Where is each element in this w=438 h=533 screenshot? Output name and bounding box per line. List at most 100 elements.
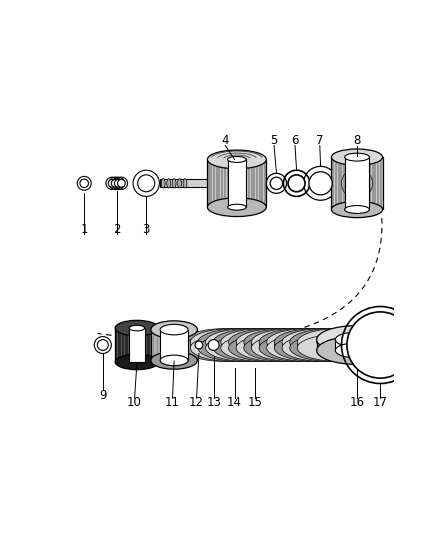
Bar — [213, 342, 298, 348]
Ellipse shape — [271, 335, 317, 350]
Text: 1: 1 — [81, 223, 88, 236]
Ellipse shape — [225, 335, 272, 350]
Ellipse shape — [244, 328, 329, 356]
Ellipse shape — [177, 179, 181, 188]
Ellipse shape — [317, 336, 397, 365]
Ellipse shape — [183, 179, 187, 188]
Bar — [240, 342, 287, 348]
Bar — [115, 328, 159, 362]
Ellipse shape — [255, 335, 302, 350]
Bar — [309, 342, 356, 348]
Ellipse shape — [213, 334, 298, 361]
Circle shape — [309, 172, 332, 195]
Text: 10: 10 — [127, 396, 142, 409]
Bar — [129, 328, 145, 362]
Bar — [205, 342, 291, 348]
Ellipse shape — [317, 335, 363, 350]
Bar — [251, 342, 337, 348]
Circle shape — [270, 177, 283, 189]
Bar — [198, 342, 283, 348]
Bar — [160, 329, 188, 360]
Bar — [336, 340, 379, 350]
Bar — [282, 342, 367, 348]
Ellipse shape — [161, 179, 165, 188]
Ellipse shape — [259, 328, 344, 356]
Ellipse shape — [282, 334, 367, 361]
Ellipse shape — [267, 334, 352, 361]
Ellipse shape — [190, 328, 276, 356]
Text: 4: 4 — [222, 134, 229, 148]
Bar — [267, 342, 352, 348]
Circle shape — [288, 175, 305, 192]
Ellipse shape — [274, 328, 360, 356]
Circle shape — [195, 341, 203, 349]
Ellipse shape — [297, 334, 382, 361]
Bar — [221, 342, 306, 348]
Ellipse shape — [115, 320, 159, 336]
Bar — [345, 157, 369, 209]
Text: 11: 11 — [165, 396, 180, 409]
Text: 6: 6 — [291, 134, 299, 148]
Ellipse shape — [290, 328, 375, 356]
Ellipse shape — [236, 334, 321, 361]
Bar — [183, 342, 268, 348]
Ellipse shape — [259, 334, 344, 361]
Ellipse shape — [208, 150, 266, 169]
Bar — [202, 342, 248, 348]
Ellipse shape — [160, 355, 188, 366]
Ellipse shape — [248, 335, 294, 350]
Ellipse shape — [210, 335, 256, 350]
Bar — [236, 342, 321, 348]
Ellipse shape — [228, 204, 246, 210]
Circle shape — [208, 340, 219, 350]
Text: 9: 9 — [99, 389, 106, 401]
Bar — [297, 342, 382, 348]
Bar — [228, 159, 246, 207]
Circle shape — [114, 180, 122, 187]
Ellipse shape — [115, 354, 159, 370]
Ellipse shape — [267, 328, 352, 356]
Circle shape — [347, 312, 413, 378]
Circle shape — [108, 180, 116, 187]
Ellipse shape — [190, 334, 276, 361]
Ellipse shape — [309, 335, 356, 350]
Bar — [332, 157, 382, 209]
Bar — [208, 159, 266, 207]
Ellipse shape — [202, 335, 248, 350]
Bar — [263, 342, 310, 348]
Ellipse shape — [198, 328, 283, 356]
Ellipse shape — [274, 334, 360, 361]
Ellipse shape — [345, 153, 369, 161]
Bar — [290, 342, 375, 348]
Ellipse shape — [213, 328, 298, 356]
Bar — [317, 342, 363, 348]
Ellipse shape — [301, 335, 348, 350]
Bar — [217, 342, 264, 348]
Ellipse shape — [251, 328, 337, 356]
Bar — [151, 329, 198, 360]
Ellipse shape — [332, 149, 382, 165]
Text: 5: 5 — [270, 134, 278, 148]
Ellipse shape — [263, 335, 310, 350]
Ellipse shape — [217, 335, 264, 350]
Circle shape — [117, 180, 125, 187]
Ellipse shape — [129, 325, 145, 331]
Ellipse shape — [282, 328, 367, 356]
Ellipse shape — [208, 198, 266, 216]
Bar — [225, 342, 272, 348]
Ellipse shape — [336, 343, 379, 358]
Ellipse shape — [297, 328, 382, 356]
Ellipse shape — [279, 335, 325, 350]
Bar — [271, 342, 317, 348]
Text: 17: 17 — [373, 396, 388, 409]
Bar — [279, 342, 325, 348]
Ellipse shape — [221, 328, 306, 356]
Bar — [190, 342, 276, 348]
Ellipse shape — [286, 335, 332, 350]
Text: 15: 15 — [247, 396, 262, 409]
Bar — [210, 342, 256, 348]
Ellipse shape — [294, 335, 340, 350]
Ellipse shape — [160, 325, 188, 335]
Text: 7: 7 — [316, 134, 324, 148]
Ellipse shape — [205, 334, 291, 361]
